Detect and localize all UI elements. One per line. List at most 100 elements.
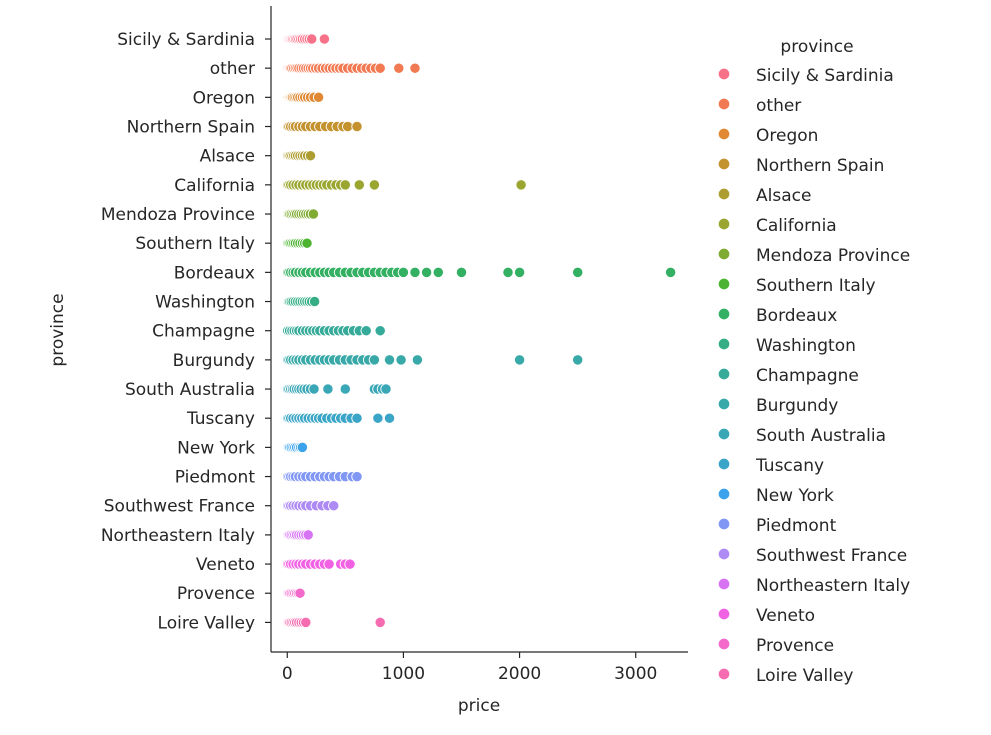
data-point [339,179,351,191]
legend-label: other [756,96,801,116]
legend-marker [717,277,731,291]
legend-marker [717,157,731,171]
data-point [353,179,365,191]
data-point [323,558,335,570]
data-point [294,587,306,599]
legend-label: Piedmont [756,516,837,536]
legend-marker [717,127,731,141]
data-point [302,529,314,541]
legend-label: Bordeaux [756,306,837,326]
y-tick-label: Piedmont [175,468,256,488]
data-point [368,354,381,366]
y-tick-label: Washington [155,293,255,313]
data-point [344,558,356,570]
data-point [318,33,331,45]
legend-label: Champagne [756,366,859,386]
data-point [432,266,444,279]
data-point [572,354,584,366]
data-point [300,616,312,629]
axes [270,6,688,653]
data-point [420,266,433,279]
data-point [455,266,468,279]
data-point [322,383,334,395]
y-tick-label: Northern Spain [127,118,255,138]
y-tick-label: Loire Valley [158,613,255,633]
legend-marker [717,397,731,411]
legend-label: New York [756,486,834,506]
data-point [374,62,386,74]
data-point [306,33,318,45]
legend-label: Northeastern Italy [756,576,910,596]
data-point [515,179,527,191]
legend-marker [717,187,731,201]
y-tick-label: Mendoza Province [101,205,255,225]
data-point [304,150,317,162]
data-point [351,470,363,483]
y-tick-label: Provence [177,584,255,604]
data-point [312,91,325,103]
data-point [374,325,386,337]
data-point [380,383,392,395]
x-tick-label: 3000 [614,664,657,684]
data-point [409,266,421,279]
legend-label: Loire Valley [756,666,853,686]
legend-label: Burgundy [756,396,838,416]
data-point [308,383,320,395]
y-tick-label: New York [177,438,255,458]
legend-label: Washington [756,336,856,356]
y-tick-label: Northeastern Italy [101,526,255,546]
x-tick-label: 0 [282,664,293,684]
y-tick-label: Southern Italy [135,234,255,254]
legend-marker [717,517,731,531]
legend-marker [717,307,731,321]
data-point [307,208,320,220]
legend-marker [717,547,731,561]
data-point [372,412,384,424]
y-tick-label: Southwest France [104,497,255,517]
data-point [351,120,363,133]
legend-marker [717,667,731,681]
x-axis-title: price [458,696,500,716]
legend-label: Southern Italy [756,276,876,296]
y-tick-label: Alsace [200,147,255,167]
data-point [411,354,424,366]
data-point [383,412,396,424]
legend-label: South Australia [756,426,886,446]
x-tick-label: 1000 [382,664,425,684]
data-point [513,354,526,366]
data-point [409,62,421,74]
y-tick-label: Burgundy [173,351,255,371]
legend-label: Sicily & Sardinia [756,66,894,86]
data-point [502,266,514,279]
data-point [296,441,309,454]
x-tick-label: 2000 [498,664,541,684]
legend-label: Veneto [756,606,815,626]
legend-marker [717,97,731,111]
data-point [351,412,363,424]
data-point [301,237,313,249]
data-point [397,266,410,279]
legend-label: Tuscany [755,456,824,476]
data-point [572,266,584,279]
data-point [308,295,321,308]
data-point [513,266,526,279]
legend-marker [717,427,731,441]
legend-title: province [780,37,853,57]
legend-label: Alsace [756,186,811,206]
y-ticks: Sicily & Sardinia other Oregon Northern Spa… [101,30,271,633]
legend-marker [717,337,731,351]
legend-label: Mendoza Province [756,246,910,266]
y-tick-label: South Australia [125,380,255,400]
data-point [339,383,351,395]
y-tick-label: Tuscany [186,409,255,429]
data-point [368,179,381,191]
x-ticks: 0 1000 2000 3000 [282,652,657,684]
legend-marker [717,457,731,471]
legend-label: California [756,216,837,236]
y-tick-label: Bordeaux [174,263,255,283]
data-point [393,62,405,74]
legend: province Sicily & Sardinia other Oregon Nor… [717,37,910,686]
y-tick-label: Champagne [152,322,255,342]
data-point [664,266,677,279]
